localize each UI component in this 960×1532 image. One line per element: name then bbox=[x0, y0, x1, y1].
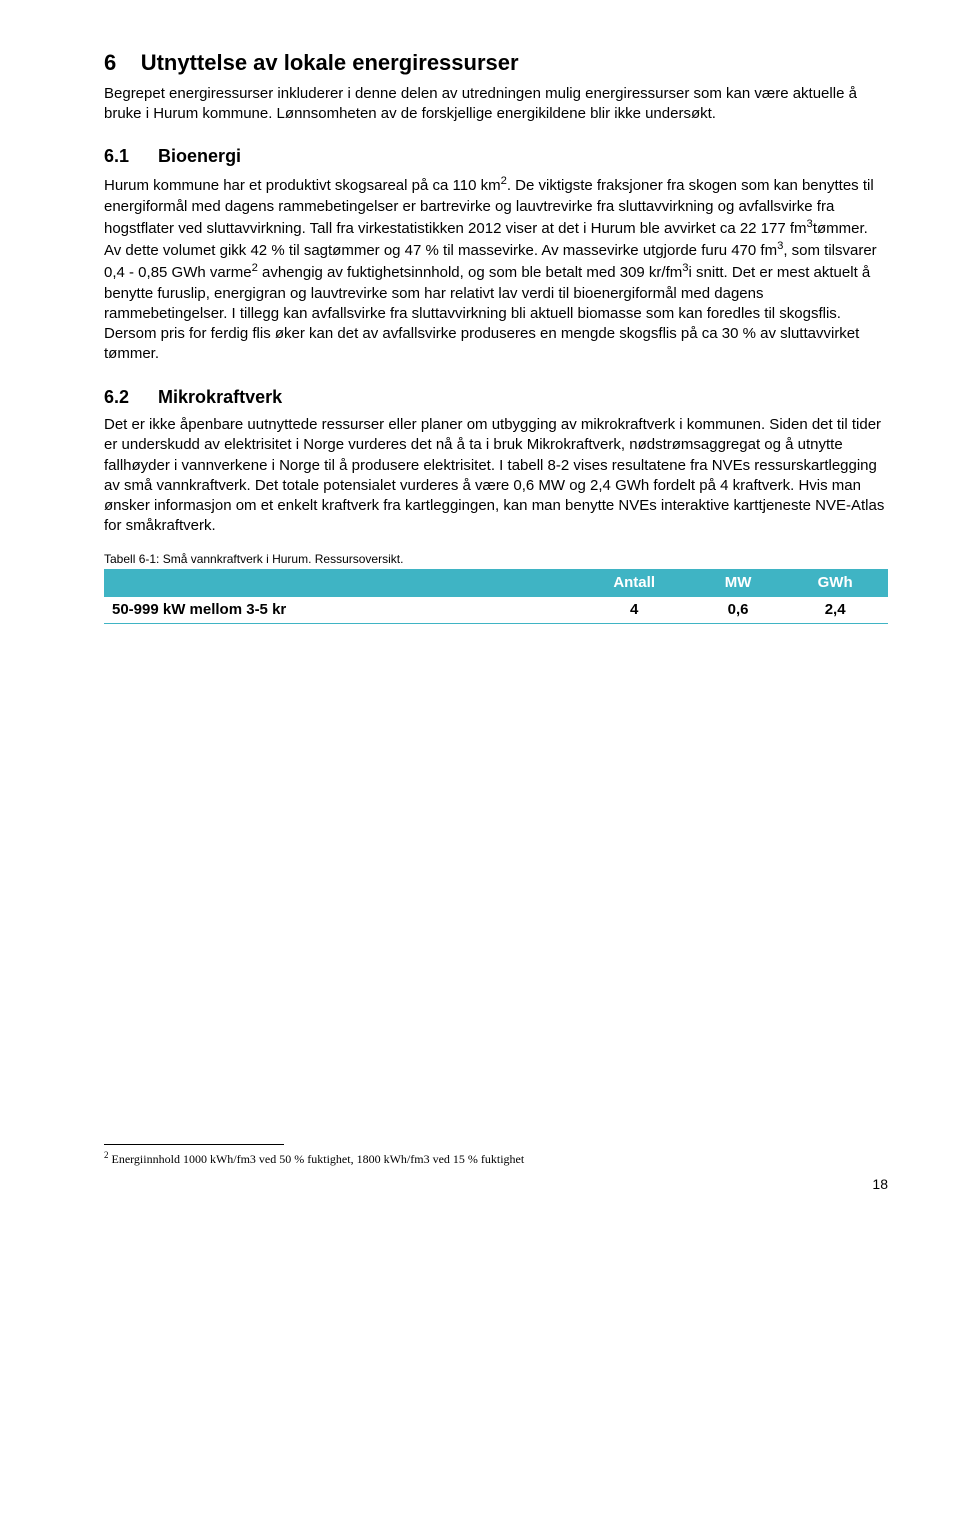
table-cell-mw: 0,6 bbox=[694, 596, 782, 623]
heading-6-num: 6 bbox=[104, 50, 116, 75]
heading-6-2-num: 6.2 bbox=[104, 385, 129, 409]
footnote: 2 Energiinnhold 1000 kWh/fm3 ved 50 % fu… bbox=[104, 1149, 888, 1167]
table-col-mw: MW bbox=[694, 569, 782, 596]
table-cell-antall: 4 bbox=[574, 596, 694, 623]
heading-6-2-title: Mikrokraftverk bbox=[158, 387, 282, 407]
page-number: 18 bbox=[104, 1175, 888, 1194]
heading-6: 6 Utnyttelse av lokale energiressurser bbox=[104, 48, 888, 78]
heading-6-1: 6.1 Bioenergi bbox=[104, 144, 888, 168]
table-row: 50-999 kW mellom 3-5 kr 4 0,6 2,4 bbox=[104, 596, 888, 623]
table-col-antall: Antall bbox=[574, 569, 694, 596]
mikrokraftverk-paragraph: Det er ikke åpenbare uutnyttede ressurse… bbox=[104, 415, 888, 537]
footnote-rule bbox=[104, 1144, 284, 1145]
bioenergi-paragraph: Hurum kommune har et produktivt skogsare… bbox=[104, 174, 888, 364]
table-cell-gwh: 2,4 bbox=[782, 596, 888, 623]
vannkraftverk-table: Antall MW GWh 50-999 kW mellom 3-5 kr 4 … bbox=[104, 569, 888, 625]
intro-paragraph: Begrepet energiressurser inkluderer i de… bbox=[104, 84, 888, 125]
footnote-text: Energiinnhold 1000 kWh/fm3 ved 50 % fukt… bbox=[109, 1152, 525, 1166]
table-cell-label: 50-999 kW mellom 3-5 kr bbox=[104, 596, 574, 623]
heading-6-title: Utnyttelse av lokale energiressurser bbox=[141, 50, 519, 75]
heading-6-1-num: 6.1 bbox=[104, 144, 129, 168]
heading-6-2: 6.2 Mikrokraftverk bbox=[104, 385, 888, 409]
heading-6-1-title: Bioenergi bbox=[158, 146, 241, 166]
table-caption: Tabell 6-1: Små vannkraftverk i Hurum. R… bbox=[104, 551, 888, 567]
table-header-row: Antall MW GWh bbox=[104, 569, 888, 596]
table-col-gwh: GWh bbox=[782, 569, 888, 596]
table-col-empty bbox=[104, 569, 574, 596]
